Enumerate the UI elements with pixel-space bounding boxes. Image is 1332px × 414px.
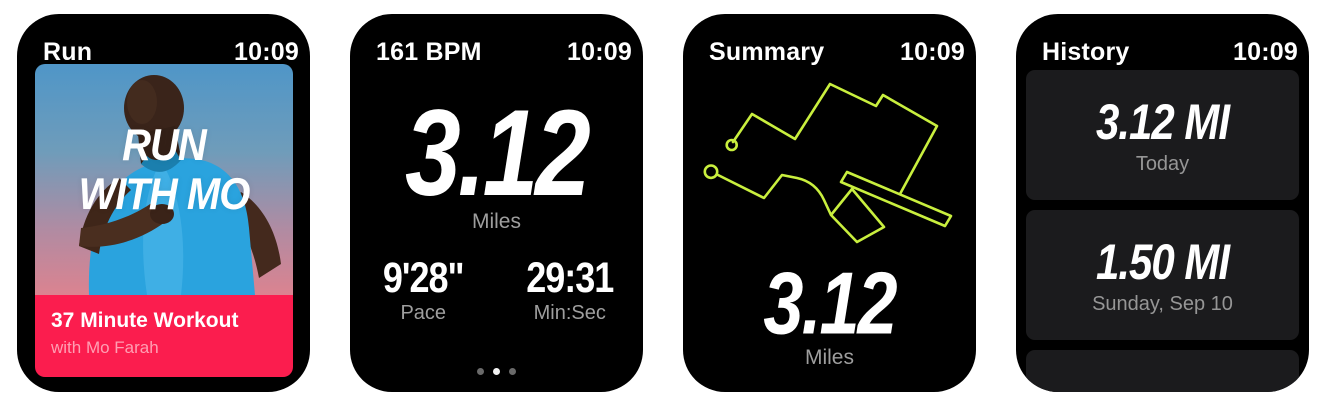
route-end-marker [703, 164, 719, 180]
route-path [716, 82, 953, 244]
stats-row: 9'28" Pace 29:31 Min:Sec [350, 254, 644, 325]
history-card[interactable] [1026, 350, 1299, 392]
distance-unit-label: Miles [471, 210, 521, 233]
history-date: Today [1135, 153, 1190, 175]
pace-value: 9'28" [382, 253, 465, 302]
page-dot-active [493, 368, 500, 375]
status-bar: Summary 10:09 [709, 38, 965, 67]
page-title: History [1042, 38, 1130, 66]
watch-screen-history: History 10:09 3.12 MI Today 1.50 MI Sunday,… [1016, 14, 1309, 392]
runner-illustration [79, 75, 281, 295]
duration-value: 29:31 [526, 253, 614, 302]
pace-stat: 9'28" Pace [350, 254, 497, 325]
watch-screen-run: Run 10:09 RUN WITH M [17, 14, 310, 392]
history-date: Sunday, Sep 10 [1092, 293, 1233, 315]
workout-title-line1: RUN [122, 120, 207, 170]
workout-card[interactable]: RUN WITH MO 37 Minute Workout with Mo Fa… [35, 64, 293, 377]
page-dot [477, 368, 484, 375]
gps-route-map [703, 82, 953, 244]
clock-time: 10:09 [1233, 38, 1298, 66]
distance-unit-label: Miles [804, 346, 854, 369]
status-bar: History 10:09 [1042, 38, 1298, 67]
clock-time: 10:09 [900, 38, 965, 66]
workout-banner: 37 Minute Workout with Mo Farah [35, 295, 293, 377]
duration-stat: 29:31 Min:Sec [497, 254, 644, 325]
pace-label: Pace [400, 302, 447, 324]
clock-time: 10:09 [234, 38, 299, 66]
page-dots-indicator [350, 368, 643, 375]
history-distance: 1.50 MI [1095, 233, 1230, 290]
watch-screen-summary: Summary 10:09 3.12 Miles [683, 14, 976, 392]
workout-title-line2: WITH MO [78, 170, 251, 220]
page-title: Summary [709, 38, 825, 66]
history-card[interactable]: 1.50 MI Sunday, Sep 10 [1026, 210, 1299, 340]
duration-label: Min:Sec [533, 302, 606, 324]
page-dot [509, 368, 516, 375]
runner-photo: RUN WITH MO [35, 64, 293, 295]
workout-banner-subtitle: with Mo Farah [51, 338, 159, 357]
clock-time: 10:09 [567, 38, 632, 66]
workout-banner-title: 37 Minute Workout [51, 309, 239, 332]
distance-value-wrap: 3.12 [683, 255, 976, 353]
history-list: 3.12 MI Today 1.50 MI Sunday, Sep 10 [1026, 70, 1299, 392]
route-start-marker [725, 138, 739, 152]
heart-rate-reading: 161 BPM [376, 38, 482, 66]
status-bar: 161 BPM 10:09 [376, 38, 632, 67]
workout-title-overlay: RUN WITH MO [35, 121, 293, 220]
history-distance: 3.12 MI [1095, 93, 1230, 150]
page-title: Run [43, 38, 93, 66]
distance-value: 3.12 [405, 84, 591, 222]
distance-value: 3.12 [763, 255, 897, 353]
history-card[interactable]: 3.12 MI Today [1026, 70, 1299, 200]
status-bar: Run 10:09 [43, 38, 299, 67]
watch-screen-metrics: 161 BPM 10:09 3.12 Miles 9'28" Pace 29:3… [350, 14, 643, 392]
distance-value-wrap: 3.12 [350, 85, 643, 220]
